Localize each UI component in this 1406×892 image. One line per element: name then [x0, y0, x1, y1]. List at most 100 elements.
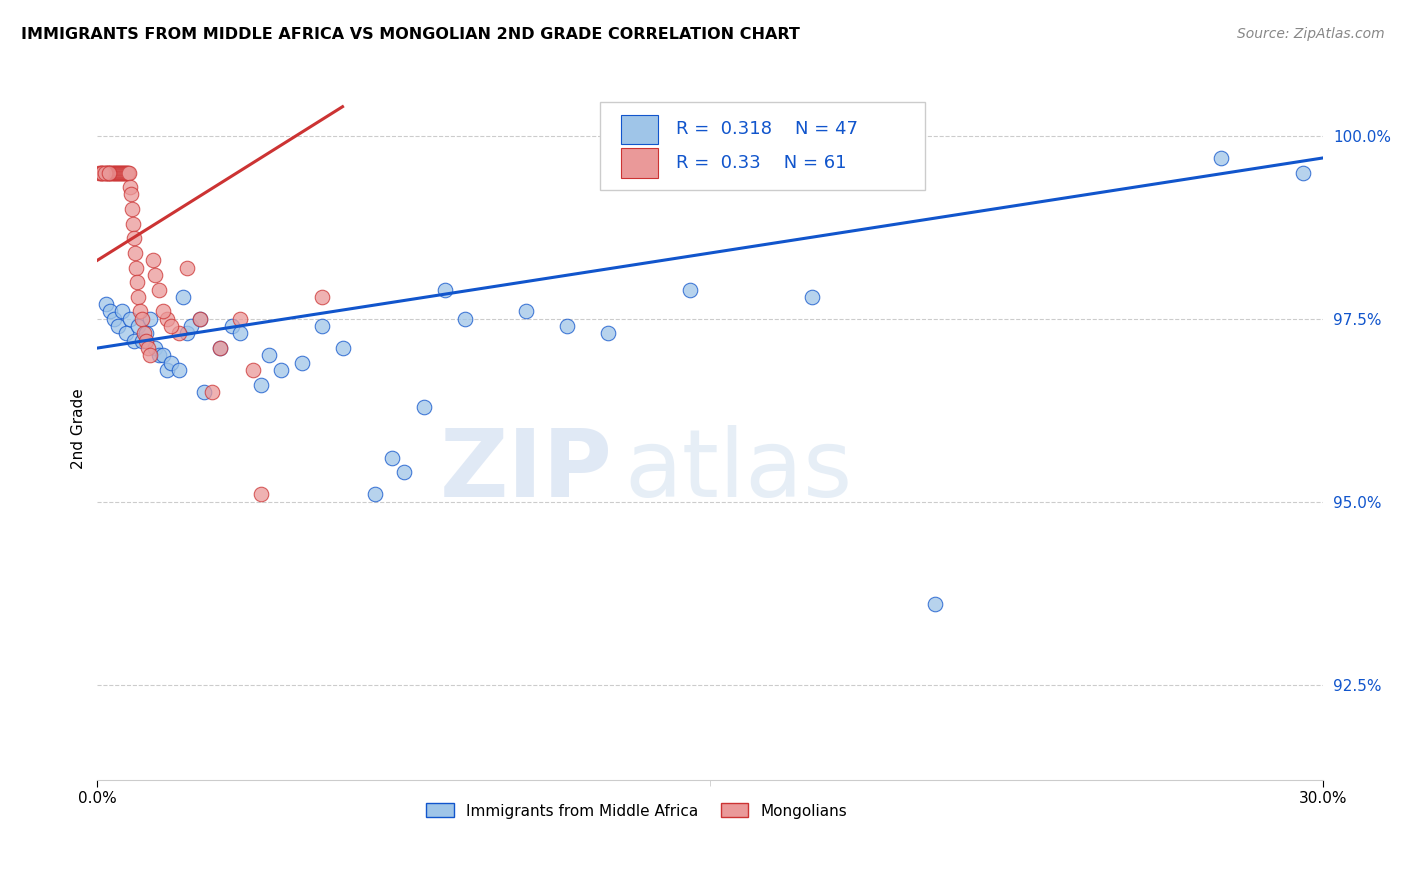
Point: [98, 165, 121, 179]
Point: [129, 304, 152, 318]
Point: [101, 165, 124, 179]
Point: [311, 319, 333, 334]
Point: [1292, 165, 1315, 179]
Point: [291, 356, 314, 370]
Point: [134, 326, 156, 341]
Point: [107, 165, 129, 179]
Point: [112, 165, 135, 179]
Point: [138, 341, 160, 355]
Point: [193, 384, 215, 399]
Point: [249, 487, 271, 501]
Point: [311, 290, 333, 304]
Point: [679, 283, 702, 297]
Point: [114, 165, 136, 179]
Point: [122, 217, 145, 231]
Point: [103, 165, 125, 179]
Point: [118, 180, 141, 194]
Point: [93, 165, 115, 179]
Point: [108, 165, 131, 179]
Point: [208, 341, 231, 355]
Point: [139, 348, 162, 362]
Point: [1211, 151, 1233, 165]
Point: [89, 165, 111, 179]
Point: [152, 348, 174, 362]
Point: [139, 311, 162, 326]
Point: [127, 290, 149, 304]
Text: Source: ZipAtlas.com: Source: ZipAtlas.com: [1237, 27, 1385, 41]
Point: [93, 165, 115, 179]
Point: [100, 165, 122, 179]
Point: [103, 311, 125, 326]
Point: [160, 319, 183, 334]
Point: [270, 363, 292, 377]
Point: [115, 326, 138, 341]
Point: [90, 165, 112, 179]
Point: [515, 304, 537, 318]
Point: [97, 165, 120, 179]
Point: [104, 165, 127, 179]
Point: [131, 334, 153, 348]
Point: [221, 319, 243, 334]
Point: [90, 165, 112, 179]
Point: [188, 311, 211, 326]
Point: [100, 165, 122, 179]
Point: [454, 311, 477, 326]
Point: [121, 202, 143, 216]
Point: [364, 487, 387, 501]
Point: [924, 597, 946, 611]
Point: [413, 400, 436, 414]
Point: [801, 290, 824, 304]
Point: [188, 311, 211, 326]
Text: R =  0.33    N = 61: R = 0.33 N = 61: [676, 154, 846, 172]
Point: [118, 311, 141, 326]
Point: [229, 311, 252, 326]
Point: [257, 348, 280, 362]
Point: [167, 326, 190, 341]
Point: [598, 326, 620, 341]
Point: [249, 377, 271, 392]
FancyBboxPatch shape: [621, 148, 658, 178]
Point: [111, 304, 134, 318]
Point: [332, 341, 354, 355]
Point: [111, 165, 134, 179]
Point: [555, 319, 578, 334]
Point: [152, 304, 174, 318]
Point: [392, 466, 415, 480]
Point: [156, 363, 179, 377]
Point: [201, 384, 224, 399]
Point: [148, 283, 170, 297]
Point: [122, 334, 145, 348]
Point: [141, 253, 163, 268]
Point: [131, 311, 153, 326]
Point: [107, 165, 129, 179]
Point: [172, 290, 194, 304]
Point: [156, 311, 179, 326]
Point: [105, 165, 128, 179]
Point: [135, 334, 157, 348]
Point: [110, 165, 132, 179]
Point: [135, 326, 157, 341]
Point: [94, 165, 117, 179]
Y-axis label: 2nd Grade: 2nd Grade: [72, 388, 86, 469]
Point: [118, 165, 141, 179]
Point: [97, 165, 120, 179]
Text: R =  0.318    N = 47: R = 0.318 N = 47: [676, 120, 858, 138]
Point: [127, 275, 149, 289]
Point: [115, 165, 138, 179]
Point: [176, 260, 198, 275]
Point: [127, 319, 149, 334]
Point: [167, 363, 190, 377]
FancyBboxPatch shape: [621, 115, 658, 145]
Point: [160, 356, 183, 370]
Point: [180, 319, 202, 334]
Point: [229, 326, 252, 341]
Point: [96, 165, 118, 179]
Point: [117, 165, 139, 179]
Point: [103, 165, 125, 179]
Point: [122, 231, 145, 245]
Point: [115, 165, 138, 179]
Point: [148, 348, 170, 362]
Text: IMMIGRANTS FROM MIDDLE AFRICA VS MONGOLIAN 2ND GRADE CORRELATION CHART: IMMIGRANTS FROM MIDDLE AFRICA VS MONGOLI…: [21, 27, 800, 42]
FancyBboxPatch shape: [600, 102, 925, 190]
Point: [242, 363, 264, 377]
